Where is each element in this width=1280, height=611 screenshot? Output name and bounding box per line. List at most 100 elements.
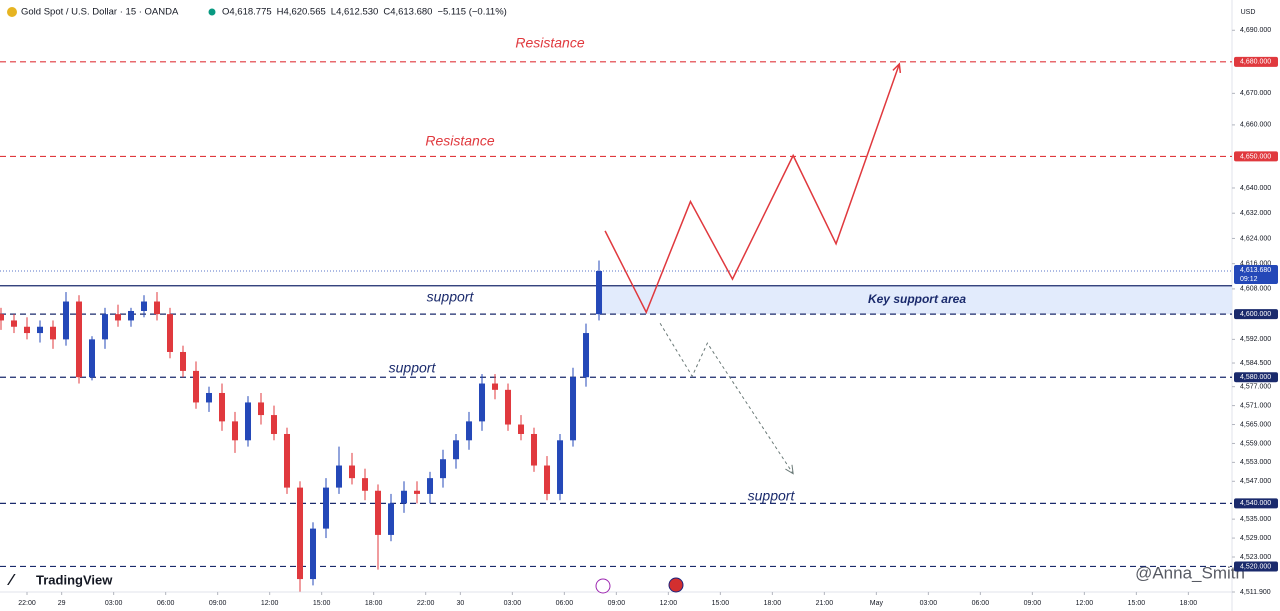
candle-body xyxy=(23,326,30,334)
ohlc-value: −5.115 (−0.11%) xyxy=(437,7,506,18)
candle-body xyxy=(336,465,343,488)
annotation: Resistance xyxy=(515,35,584,51)
level-axis-label: 4,600.000 xyxy=(1240,311,1271,318)
y-tick-label: 4,670.000 xyxy=(1240,90,1271,97)
candle-body xyxy=(466,421,473,441)
level-axis-tag xyxy=(1234,309,1278,320)
y-tick-label: 4,608.000 xyxy=(1240,286,1271,293)
candle-body xyxy=(49,326,56,340)
x-tick-label: 06:00 xyxy=(556,600,574,607)
ohlc-value: L4,612.530 xyxy=(331,7,379,18)
arrow-head xyxy=(785,464,794,475)
candle-body xyxy=(284,433,291,488)
ohlc-value: O4,618.775 xyxy=(222,7,272,18)
y-tick-label: 4,624.000 xyxy=(1240,235,1271,242)
current-price-tag xyxy=(1234,264,1278,284)
candle-body xyxy=(479,383,486,422)
key-zone-label: Key support area xyxy=(868,292,966,306)
y-tick-label: 4,547.000 xyxy=(1240,478,1271,485)
y-tick-label: 4,529.000 xyxy=(1240,535,1271,542)
y-tick-label: 4,571.000 xyxy=(1240,402,1271,409)
candle-body xyxy=(232,421,239,441)
annotation: support xyxy=(427,289,475,305)
level-axis-label: 4,540.000 xyxy=(1240,500,1271,507)
y-tick-label: 4,640.000 xyxy=(1240,185,1271,192)
current-price-label: 4,613.680 xyxy=(1240,267,1271,274)
candle-body xyxy=(62,301,69,340)
x-tick-label: 03:00 xyxy=(920,600,938,607)
annotation: support xyxy=(389,360,437,376)
level-axis-tag xyxy=(1234,561,1278,572)
watermark: @Anna_Smith xyxy=(1135,563,1245,582)
level-axis-tag xyxy=(1234,372,1278,383)
level-axis-tag xyxy=(1234,498,1278,509)
level-axis-label: 4,650.000 xyxy=(1240,153,1271,160)
x-tick-label: 12:00 xyxy=(1076,600,1094,607)
x-tick-label: 09:00 xyxy=(209,600,227,607)
y-tick-label: 4,559.000 xyxy=(1240,440,1271,447)
x-tick-label: 30 xyxy=(456,600,464,607)
candle-body xyxy=(570,377,577,441)
candle-body xyxy=(557,440,564,494)
candle-body xyxy=(154,301,161,315)
candle-body xyxy=(505,389,512,425)
candle-body xyxy=(75,301,82,378)
arrow-head xyxy=(892,62,902,74)
y-tick-label: 4,535.000 xyxy=(1240,516,1271,523)
key-support-zone xyxy=(599,285,1232,315)
x-tick-label: 18:00 xyxy=(764,600,782,607)
candle-body xyxy=(141,301,148,311)
candle-body xyxy=(375,490,382,535)
candle-body xyxy=(531,433,538,466)
candle-body xyxy=(401,490,408,504)
annotation: Resistance xyxy=(425,133,494,149)
x-tick-label: 03:00 xyxy=(105,600,123,607)
level-axis-tag xyxy=(1234,151,1278,162)
header-bg xyxy=(2,3,514,20)
candle-body xyxy=(206,392,213,403)
candle-body xyxy=(414,490,421,494)
x-tick-label: 15:00 xyxy=(1128,600,1146,607)
x-tick-label: 15:00 xyxy=(712,600,730,607)
market-status xyxy=(208,8,216,16)
event-icon[interactable] xyxy=(595,578,611,594)
candle-body xyxy=(544,465,551,494)
x-tick-label: 12:00 xyxy=(261,600,279,607)
candle-body xyxy=(219,392,226,422)
candle-body xyxy=(114,314,121,321)
y-tick-label: 4,592.000 xyxy=(1240,336,1271,343)
x-tick-label: May xyxy=(870,600,884,607)
y-tick-label: 4,577.000 xyxy=(1240,384,1271,391)
level-axis-label: 4,680.000 xyxy=(1240,59,1271,66)
x-tick-label: 12:00 xyxy=(660,600,678,607)
annotation: support xyxy=(748,488,796,504)
candle-body xyxy=(36,326,43,334)
event-icon[interactable] xyxy=(668,577,684,593)
level-axis-tag xyxy=(1234,56,1278,67)
candle-body xyxy=(492,383,499,390)
candle-body xyxy=(310,528,317,580)
x-tick-label: 09:00 xyxy=(1024,600,1042,607)
candle-body xyxy=(180,351,187,371)
candle-body xyxy=(388,503,395,535)
x-tick-label: 18:00 xyxy=(1180,600,1198,607)
x-tick-label: 18:00 xyxy=(365,600,383,607)
x-tick-label: 29 xyxy=(58,600,66,607)
brand-name: TradingView xyxy=(36,572,113,587)
candle-body xyxy=(297,487,304,580)
y-tick-label: 4,523.000 xyxy=(1240,554,1271,561)
candle-body xyxy=(427,478,434,494)
y-tick-label: 4,690.000 xyxy=(1240,27,1271,34)
candle-body xyxy=(518,424,525,434)
candle-body xyxy=(583,333,590,378)
candle-body xyxy=(271,415,278,434)
candle-body xyxy=(101,314,108,340)
candle-body xyxy=(0,314,4,321)
candle-body xyxy=(10,320,17,327)
x-tick-label: 22:00 xyxy=(18,600,36,607)
x-tick-label: 09:00 xyxy=(608,600,626,607)
level-axis-label: 4,520.000 xyxy=(1240,563,1271,570)
x-tick-label: 22:00 xyxy=(417,600,435,607)
